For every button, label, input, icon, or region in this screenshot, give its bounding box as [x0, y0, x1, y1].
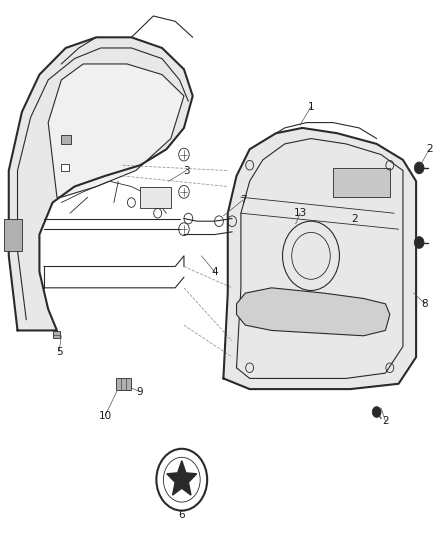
Circle shape — [414, 237, 424, 248]
Bar — [333, 168, 390, 197]
Circle shape — [414, 162, 424, 174]
Text: 2: 2 — [351, 214, 358, 223]
Polygon shape — [48, 64, 184, 197]
Bar — [61, 135, 71, 144]
Text: 4: 4 — [211, 267, 218, 277]
Text: 10: 10 — [99, 411, 112, 421]
Polygon shape — [167, 461, 197, 495]
Circle shape — [372, 407, 381, 417]
Text: 5: 5 — [56, 347, 63, 357]
Text: 2: 2 — [382, 416, 389, 426]
Text: 6: 6 — [178, 511, 185, 520]
Bar — [140, 187, 171, 208]
Text: 3: 3 — [183, 166, 190, 175]
Polygon shape — [9, 37, 193, 330]
Polygon shape — [223, 128, 416, 389]
Text: 13: 13 — [293, 208, 307, 218]
Bar — [61, 164, 69, 171]
Text: 1: 1 — [307, 102, 314, 111]
Text: 8: 8 — [421, 299, 428, 309]
Text: 2: 2 — [426, 144, 433, 154]
Bar — [4, 219, 22, 251]
Text: 7: 7 — [240, 195, 247, 205]
Text: 9: 9 — [137, 387, 144, 397]
Bar — [53, 331, 60, 338]
Bar — [116, 378, 131, 390]
Polygon shape — [237, 288, 390, 336]
